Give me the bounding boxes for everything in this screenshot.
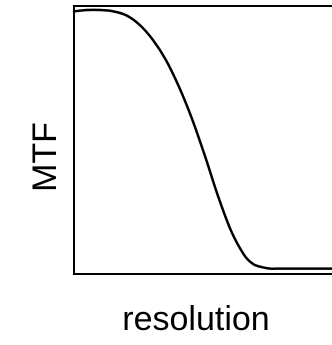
plot-frame (73, 5, 332, 275)
y-axis-label: MTF (26, 122, 64, 192)
mtf-curve-line (72, 8, 332, 270)
x-axis-label: resolution (122, 300, 269, 338)
